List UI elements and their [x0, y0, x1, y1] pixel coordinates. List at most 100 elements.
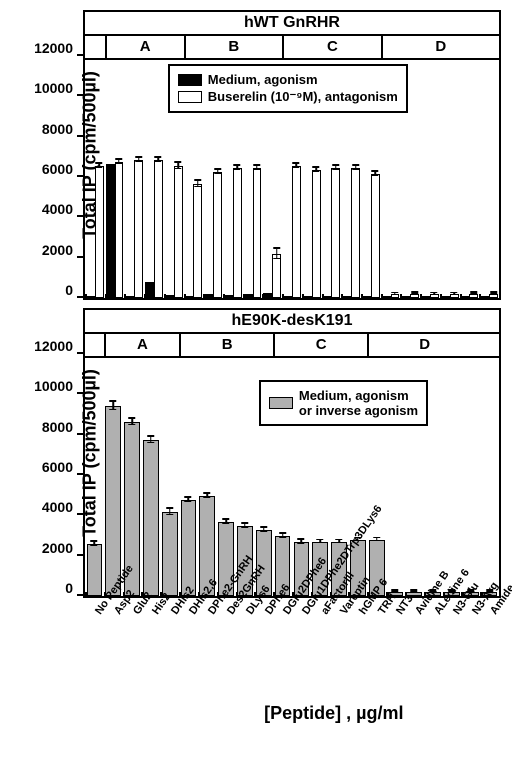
plot-area-bottom: hE90K-desK191 ABCD Medium, agonismor inv…	[83, 308, 501, 598]
bar-group	[342, 168, 361, 298]
bar-antagonism	[253, 168, 262, 298]
bar-antagonism	[489, 294, 498, 298]
bar	[105, 406, 121, 596]
section-cell: C	[282, 36, 381, 58]
bar-group	[185, 184, 204, 298]
legend-row: Medium, agonism	[178, 72, 398, 87]
bar-antagonism	[450, 294, 459, 298]
bar	[162, 512, 178, 596]
bar-agonism	[165, 295, 174, 298]
section-cell: B	[179, 334, 273, 356]
bar-antagonism	[272, 254, 281, 298]
bar-group	[244, 168, 263, 298]
bar-antagonism	[233, 168, 242, 298]
y-tick-label: 8000	[42, 121, 73, 137]
bar-agonism	[244, 294, 253, 298]
bar-group	[323, 168, 342, 298]
bar-group	[224, 168, 243, 298]
section-cell: D	[381, 36, 499, 58]
bar	[87, 544, 103, 596]
y-tick-label: 4000	[42, 499, 73, 515]
bar-group	[263, 254, 282, 298]
bar-antagonism	[469, 294, 478, 298]
bottom-y-ticks: 020004000600080001000012000	[75, 310, 85, 596]
bottom-chart: Total IP (cpm/500µl) hE90K-desK191 ABCD …	[11, 308, 501, 598]
bar-antagonism	[134, 160, 143, 298]
bar-agonism	[323, 296, 332, 298]
legend-row: Buserelin (10⁻⁹M), antagonism	[178, 89, 398, 105]
y-tick-label: 12000	[34, 338, 73, 354]
legend-row: Medium, agonismor inverse agonism	[269, 388, 418, 418]
bar-agonism	[185, 296, 194, 298]
bar-group	[461, 294, 480, 298]
bar-group	[382, 294, 401, 298]
y-tick-label: 6000	[42, 161, 73, 177]
bottom-section-row: ABCD	[85, 334, 499, 358]
bar-antagonism	[95, 166, 104, 298]
bar-agonism	[263, 293, 272, 298]
bar-agonism	[480, 296, 489, 298]
legend-swatch	[178, 74, 202, 86]
bar-antagonism	[312, 170, 321, 298]
bar	[143, 440, 159, 596]
bar-agonism	[303, 296, 312, 298]
bar-agonism	[342, 296, 351, 298]
bar-antagonism	[391, 294, 400, 298]
bar-antagonism	[292, 166, 301, 298]
bar-group	[86, 166, 105, 298]
bar-agonism	[145, 282, 154, 298]
bar-agonism	[362, 296, 371, 298]
bar-group	[106, 162, 125, 298]
bar-group	[165, 166, 184, 298]
bar-antagonism	[154, 160, 163, 298]
x-axis-labels: [Peptide] , µg/ml No PeptideAsp2Glu2His2…	[82, 606, 502, 726]
legend-label: Medium, agonism	[208, 72, 318, 87]
bar-antagonism	[351, 168, 360, 298]
bar-agonism	[86, 296, 95, 298]
bar-agonism	[283, 296, 292, 298]
bar-group	[181, 500, 197, 596]
bar-group	[125, 160, 144, 298]
bar-group	[421, 294, 440, 298]
y-tick-label: 4000	[42, 201, 73, 217]
bar-antagonism	[115, 162, 124, 298]
bar-group	[162, 512, 178, 596]
bar-agonism	[106, 164, 115, 298]
y-tick-label: 12000	[34, 40, 73, 56]
bar-group	[401, 294, 420, 298]
y-tick-label: 8000	[42, 419, 73, 435]
bar-agonism	[421, 296, 430, 298]
bar-group	[204, 172, 223, 298]
y-tick-label: 6000	[42, 459, 73, 475]
bar-agonism	[382, 296, 391, 298]
bar-antagonism	[331, 168, 340, 298]
y-tick-label: 2000	[42, 540, 73, 556]
section-cell: A	[105, 36, 184, 58]
y-tick-label: 0	[65, 282, 73, 298]
legend-swatch	[269, 397, 293, 409]
bar-agonism	[441, 296, 450, 298]
y-tick-label: 10000	[34, 378, 73, 394]
bar-antagonism	[174, 166, 183, 298]
bar-agonism	[461, 296, 470, 298]
bar-group	[303, 170, 322, 298]
bar-group	[441, 294, 460, 298]
bar-agonism	[224, 295, 233, 298]
y-tick-label: 10000	[34, 80, 73, 96]
top-y-ticks: 020004000600080001000012000	[75, 12, 85, 298]
plot-area-top: hWT GnRHR ABCD Medium, agonismBuserelin …	[83, 10, 501, 300]
y-tick-label: 0	[65, 580, 73, 596]
legend-swatch	[178, 91, 202, 103]
bar-group	[480, 294, 499, 298]
bottom-header-row	[85, 310, 499, 334]
bar-antagonism	[213, 172, 222, 298]
top-header-row	[85, 12, 499, 36]
x-axis-title: [Peptide] , µg/ml	[264, 703, 403, 724]
bar-antagonism	[193, 184, 202, 298]
bar-group	[143, 440, 159, 596]
bar-antagonism	[410, 294, 419, 298]
legend-label: Medium, agonismor inverse agonism	[299, 388, 418, 418]
bar-group	[283, 166, 302, 298]
bar	[181, 500, 197, 596]
section-cell	[85, 334, 104, 356]
